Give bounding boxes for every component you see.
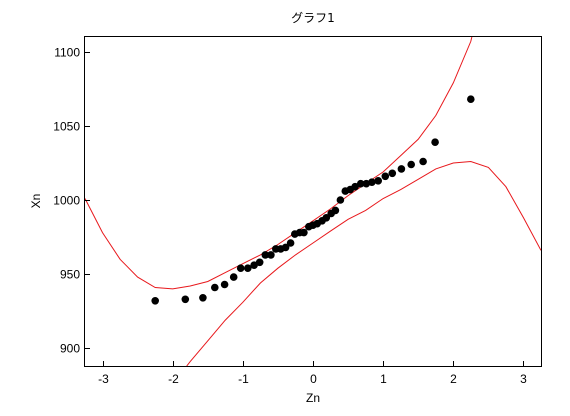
x-tick-label: -2 bbox=[168, 372, 179, 386]
data-point bbox=[351, 182, 359, 191]
plot-frame bbox=[84, 36, 542, 367]
x-tick-label: 3 bbox=[520, 372, 527, 386]
data-point bbox=[229, 273, 238, 281]
x-tick-label: 1 bbox=[380, 372, 387, 386]
y-tick-label: 1100 bbox=[54, 46, 80, 60]
data-point bbox=[419, 157, 427, 166]
data-point bbox=[151, 297, 159, 305]
data-point bbox=[467, 95, 475, 103]
data-point bbox=[322, 214, 331, 222]
y-tick-label: 1050 bbox=[53, 120, 80, 134]
data-point bbox=[267, 251, 275, 259]
confidence-bands bbox=[85, 37, 541, 366]
data-point bbox=[286, 239, 295, 247]
data-point bbox=[211, 283, 219, 292]
data-point bbox=[331, 206, 340, 215]
data-point bbox=[261, 251, 270, 259]
data-point bbox=[431, 138, 439, 146]
x-tick-label: 0 bbox=[310, 372, 317, 386]
x-tick-label: 2 bbox=[450, 372, 457, 386]
x-tick-label: -3 bbox=[98, 372, 109, 386]
x-tick-label: -1 bbox=[238, 372, 249, 386]
data-point bbox=[281, 243, 290, 252]
y-tick-label: 900 bbox=[60, 342, 80, 356]
data-point bbox=[397, 165, 406, 173]
data-point bbox=[300, 228, 308, 237]
y-axis-label: Xn bbox=[29, 194, 43, 209]
band-lower bbox=[186, 160, 541, 366]
data-point bbox=[236, 264, 245, 273]
x-axis: -3 -2 -1 0 1 2 3 bbox=[98, 361, 527, 386]
x-axis-label: Zn bbox=[306, 391, 320, 405]
y-axis: 900 950 1000 1050 1100 bbox=[53, 46, 90, 356]
data-point bbox=[374, 177, 383, 185]
data-point bbox=[220, 280, 229, 289]
y-tick-label: 950 bbox=[60, 268, 80, 282]
data-points bbox=[151, 95, 475, 305]
data-point bbox=[199, 294, 207, 302]
data-point bbox=[255, 258, 264, 267]
y-tick-label: 1000 bbox=[53, 194, 80, 208]
data-point bbox=[381, 172, 390, 181]
data-point bbox=[244, 264, 252, 273]
data-point bbox=[407, 160, 416, 169]
chart-title: グラフ1 bbox=[291, 11, 335, 25]
data-point bbox=[356, 179, 365, 188]
data-point bbox=[336, 196, 345, 204]
data-point bbox=[368, 178, 376, 186]
data-point bbox=[181, 295, 190, 304]
band-upper bbox=[85, 37, 473, 290]
data-point bbox=[388, 169, 397, 178]
data-point bbox=[250, 261, 258, 270]
